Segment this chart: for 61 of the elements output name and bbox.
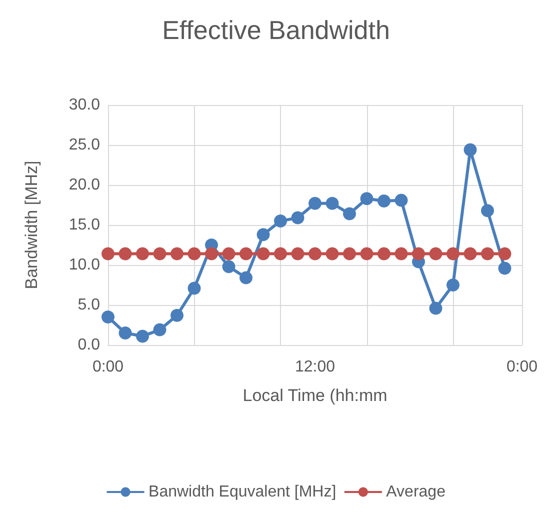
point [394,194,408,207]
point [412,247,425,260]
legend-label: Average [386,484,446,500]
point [326,247,339,260]
point [481,204,494,218]
y-tick-label: 5.0 [78,296,100,314]
point [170,308,184,322]
point [343,207,356,220]
point [394,247,408,260]
y-tick-label: 30.0 [68,96,100,114]
point [481,247,494,260]
point [118,326,132,340]
x-axis-title: Local Time (hh:mm [242,386,388,405]
point [326,196,339,210]
point [464,143,477,156]
point [360,247,374,260]
point [188,247,201,260]
point [205,247,218,260]
point [274,247,287,260]
y-tick-label: 25.0 [68,136,100,154]
point [291,247,304,260]
point [274,214,287,228]
y-tick-label: 0.0 [78,336,100,354]
point [136,247,149,260]
y-axis-title: Bandwidth [MHz] [22,160,41,290]
point [378,194,390,208]
y-tick-label: 15.0 [68,216,100,234]
point [498,247,512,260]
x-tick-label: 0:00 [506,358,538,376]
point [464,247,477,260]
point [240,247,252,260]
point [343,247,356,260]
point [446,278,460,292]
point [360,192,374,206]
point [153,323,166,336]
point [102,247,114,260]
point [153,247,166,260]
point [222,260,236,274]
point [118,247,132,260]
point [498,262,512,275]
y-tick-label: 10.0 [68,256,100,274]
legend-label: Banwidth Equvalent [MHz] [148,484,336,500]
point [429,302,442,315]
point [222,247,236,260]
chart-title: Effective Bandwidth [162,15,390,45]
point [308,247,322,260]
point [188,282,201,295]
point [446,247,460,260]
point [378,247,390,260]
x-tick-label: 12:00 [294,358,336,376]
x-tick-label: 0:00 [92,358,124,376]
point [256,247,270,260]
point [240,271,252,284]
point [170,247,184,260]
point [256,228,270,242]
y-tick-label: 20.0 [68,176,100,194]
point [308,196,322,210]
point [102,310,114,324]
point [136,330,149,343]
point [291,211,304,224]
point [429,247,442,260]
